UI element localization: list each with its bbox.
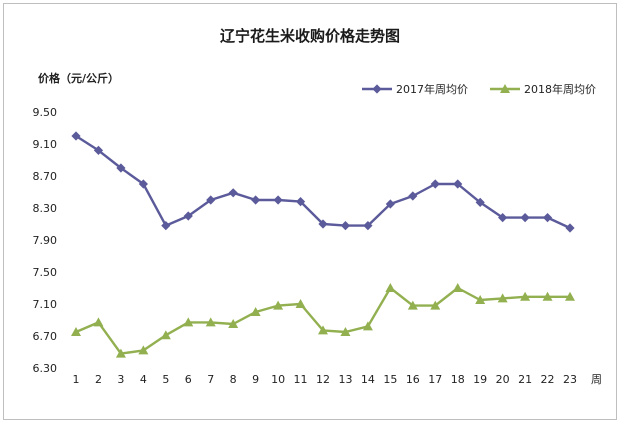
- data-point: [183, 317, 194, 327]
- x-axis-label: 周: [591, 373, 602, 386]
- data-point: [362, 321, 373, 331]
- x-tick-label: 17: [428, 373, 442, 386]
- data-point: [408, 191, 418, 201]
- y-tick-label: 6.70: [33, 330, 58, 343]
- data-point: [340, 327, 351, 336]
- data-point: [430, 179, 440, 189]
- x-tick-label: 5: [162, 373, 169, 386]
- x-tick-label: 22: [541, 373, 555, 386]
- legend-marker: [372, 84, 382, 94]
- data-point: [228, 319, 239, 328]
- x-tick-label: 12: [316, 373, 330, 386]
- data-point: [385, 199, 395, 209]
- data-point: [430, 300, 441, 310]
- x-tick-label: 16: [406, 373, 420, 386]
- data-point: [228, 188, 238, 198]
- x-tick-labels: 1 2 3 4 5 6 7 8 9 10 11 12 13 14 15 16 17 18 19 20 21 22 23: [73, 373, 578, 386]
- data-point: [363, 221, 373, 231]
- data-point: [273, 195, 283, 205]
- series-2: [71, 283, 575, 358]
- legend-item: 2017年周均价: [362, 82, 468, 96]
- x-tick-label: 9: [252, 373, 259, 386]
- data-point: [251, 195, 261, 205]
- data-point: [250, 307, 261, 316]
- data-point: [71, 327, 81, 336]
- x-tick-label: 8: [230, 373, 237, 386]
- x-tick-label: 10: [271, 373, 285, 386]
- legend-marker: [500, 84, 510, 93]
- data-point: [452, 283, 463, 292]
- data-point: [93, 145, 104, 155]
- data-point: [565, 223, 575, 233]
- data-point: [475, 197, 485, 207]
- data-point: [565, 291, 575, 301]
- x-tick-label: 21: [518, 373, 532, 386]
- legend-label: 2017年周均价: [396, 82, 468, 96]
- x-tick-label: 18: [451, 373, 465, 386]
- x-tick-label: 15: [383, 373, 397, 386]
- data-point: [161, 221, 171, 231]
- data-point: [138, 345, 149, 355]
- legend-item: 2018年周均价: [490, 82, 596, 96]
- series-1: [71, 131, 575, 233]
- x-tick-label: 7: [207, 373, 214, 386]
- y-tick-label: 7.90: [33, 234, 58, 247]
- chart-title: 辽宁花生米收购价格走势图: [220, 27, 400, 45]
- series-line: [75, 286, 570, 355]
- data-point: [71, 131, 81, 141]
- chart-frame: 辽宁花生米收购价格走势图 价格（元/公斤） 9.50 9.10 8.70 8.30 7.…: [3, 3, 617, 420]
- data-point: [453, 179, 463, 189]
- x-tick-label: 23: [563, 373, 577, 386]
- data-point: [497, 293, 508, 303]
- y-tick-label: 8.70: [33, 170, 58, 183]
- data-point: [385, 283, 396, 292]
- x-tick-label: 20: [496, 373, 510, 386]
- data-point: [273, 300, 284, 310]
- y-tick-label: 8.30: [33, 202, 58, 215]
- data-point: [475, 295, 486, 304]
- series-line: [75, 134, 571, 230]
- data-point: [205, 317, 216, 327]
- y-axis-label: 价格（元/公斤）: [38, 71, 119, 85]
- x-tick-label: 19: [473, 373, 487, 386]
- legend-label: 2018年周均价: [524, 82, 596, 96]
- data-point: [520, 213, 530, 223]
- data-point: [116, 163, 126, 173]
- data-point: [318, 325, 328, 335]
- line-chart: 辽宁花生米收购价格走势图 价格（元/公斤） 9.50 9.10 8.70 8.30 7.…: [33, 27, 603, 386]
- y-tick-label: 7.10: [33, 298, 58, 311]
- y-tick-label: 6.30: [33, 362, 58, 375]
- x-tick-label: 2: [95, 373, 102, 386]
- data-point: [206, 195, 216, 205]
- data-point: [93, 317, 104, 327]
- data-point: [115, 348, 126, 358]
- data-point: [318, 219, 328, 229]
- data-point: [542, 291, 553, 301]
- x-tick-label: 4: [140, 373, 147, 386]
- data-point: [160, 330, 171, 340]
- x-tick-label: 13: [338, 373, 352, 386]
- series-layer: [71, 131, 575, 358]
- x-tick-label: 14: [361, 373, 375, 386]
- data-point: [295, 299, 306, 308]
- data-point: [407, 300, 418, 310]
- x-tick-label: 3: [117, 373, 124, 386]
- data-point: [498, 213, 508, 223]
- data-point: [520, 291, 531, 301]
- x-tick-label: 11: [294, 373, 308, 386]
- y-tick-label: 9.10: [33, 138, 58, 151]
- data-point: [295, 197, 306, 207]
- y-tick-label: 9.50: [33, 106, 58, 119]
- x-tick-label: 6: [185, 373, 192, 386]
- data-point: [542, 213, 553, 223]
- data-point: [340, 221, 351, 231]
- y-tick-label: 7.50: [33, 266, 58, 279]
- y-tick-labels: 9.50 9.10 8.70 8.30 7.90 7.50 7.10 6.70 6.30: [33, 106, 58, 375]
- data-point: [138, 179, 148, 189]
- x-tick-label: 1: [73, 373, 80, 386]
- data-point: [183, 211, 193, 221]
- legend: 2017年周均价 2018年周均价: [362, 82, 596, 96]
